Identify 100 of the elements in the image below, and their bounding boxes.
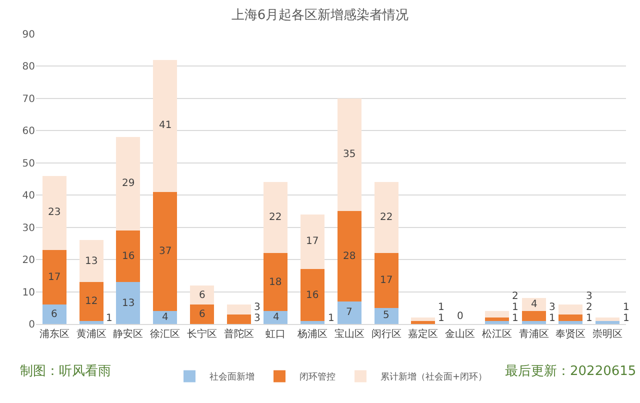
bar <box>522 320 546 324</box>
data-label: 3 <box>254 313 260 324</box>
bar <box>411 320 436 324</box>
bar <box>484 320 509 324</box>
data-label: 4 <box>273 312 280 323</box>
x-tick-label: 奉贤区 <box>556 328 586 340</box>
data-label: 1 <box>328 313 334 324</box>
x-tick-label: 普陀区 <box>224 328 254 340</box>
data-label: 4 <box>531 299 538 310</box>
bar <box>153 60 178 192</box>
data-label: 37 <box>159 246 172 257</box>
y-tick-label: 10 <box>22 287 35 298</box>
data-label: 28 <box>343 251 356 262</box>
legend-label: 社会面新增 <box>210 372 254 383</box>
bar <box>337 98 362 212</box>
data-label: 7 <box>346 307 352 318</box>
data-label: 22 <box>269 212 282 223</box>
bar <box>116 137 140 231</box>
data-label: 1 <box>438 313 444 324</box>
data-label: 22 <box>380 212 393 223</box>
bar <box>558 320 583 324</box>
bar <box>484 311 509 318</box>
data-label: 1 <box>106 313 112 324</box>
bar <box>374 182 398 254</box>
y-tick-label: 50 <box>22 158 35 170</box>
data-label: 12 <box>85 296 98 307</box>
bar <box>300 214 325 270</box>
y-tick-label: 40 <box>22 190 35 202</box>
data-label: 1 <box>623 302 630 313</box>
data-label: 16 <box>122 251 135 262</box>
x-tick-label: 虹口 <box>266 328 286 340</box>
data-label: 17 <box>48 272 61 283</box>
bar <box>558 314 583 321</box>
data-label: 6 <box>199 309 206 320</box>
bar <box>153 311 178 324</box>
bar <box>300 320 325 324</box>
data-label: 3 <box>254 302 260 313</box>
chart-title: 上海6月起各区新增感染者情况 <box>231 8 409 24</box>
bar <box>596 320 620 324</box>
data-label: 1 <box>512 302 518 313</box>
x-tick-label: 崇明区 <box>592 328 623 340</box>
data-label: 18 <box>269 277 282 288</box>
data-label: 1 <box>549 313 556 324</box>
data-label: 29 <box>122 178 135 189</box>
bar <box>42 250 66 305</box>
data-label: 13 <box>122 298 135 309</box>
x-tick-label: 静安区 <box>113 328 144 340</box>
y-tick-label: 60 <box>22 126 35 138</box>
y-tick-label: 20 <box>22 255 35 266</box>
bar <box>484 318 509 321</box>
x-tick-label: 黄浦区 <box>76 328 106 340</box>
x-tick-label: 青浦区 <box>518 328 549 340</box>
data-label: 6 <box>51 309 58 320</box>
bar <box>522 298 546 312</box>
data-label: 1 <box>623 313 630 324</box>
text: 制图：听风看雨 <box>20 364 111 379</box>
x-tick-label: 浦东区 <box>39 328 70 340</box>
bar <box>42 176 66 250</box>
bar <box>79 282 104 321</box>
data-label: 23 <box>48 207 61 218</box>
bar <box>522 311 546 321</box>
x-tick-label: 杨浦区 <box>296 328 328 340</box>
data-label: 1 <box>438 302 444 313</box>
bar <box>116 230 140 282</box>
y-tick-label: 70 <box>22 94 35 105</box>
data-label: 4 <box>162 312 168 323</box>
bar <box>226 314 251 324</box>
data-label: 17 <box>380 275 393 286</box>
data-label: 0 <box>457 311 464 322</box>
bar <box>190 285 214 305</box>
x-tick-label: 宝山区 <box>334 328 364 340</box>
data-label: 1 <box>586 313 592 324</box>
y-tick-label: 30 <box>22 222 35 234</box>
x-tick-label: 松江区 <box>482 328 512 340</box>
data-label: 41 <box>159 120 172 131</box>
data-label: 17 <box>306 236 319 247</box>
data-label: 2 <box>586 302 592 313</box>
data-label: 13 <box>85 256 98 267</box>
bar <box>374 308 398 324</box>
x-tick-label: 长宁区 <box>186 328 217 340</box>
bar <box>264 253 288 312</box>
data-label: 3 <box>549 302 556 313</box>
data-label: 2 <box>512 291 518 302</box>
y-tick-label: 0 <box>28 320 35 330</box>
bar <box>337 301 362 324</box>
bar <box>153 192 178 312</box>
bar <box>596 318 620 321</box>
bar <box>374 253 398 308</box>
text: 最后更新：20220615 <box>505 364 636 379</box>
x-tick-label: 嘉定区 <box>408 328 438 340</box>
bar <box>226 304 251 314</box>
bar <box>264 311 288 324</box>
bar <box>42 304 66 324</box>
x-tick-label: 金山区 <box>445 328 476 340</box>
bar <box>79 240 104 282</box>
y-tick-label: 90 <box>22 30 35 40</box>
data-label: 5 <box>383 310 390 321</box>
bar <box>558 304 583 314</box>
data-label: 16 <box>306 290 319 301</box>
data-label: 6 <box>199 290 206 301</box>
